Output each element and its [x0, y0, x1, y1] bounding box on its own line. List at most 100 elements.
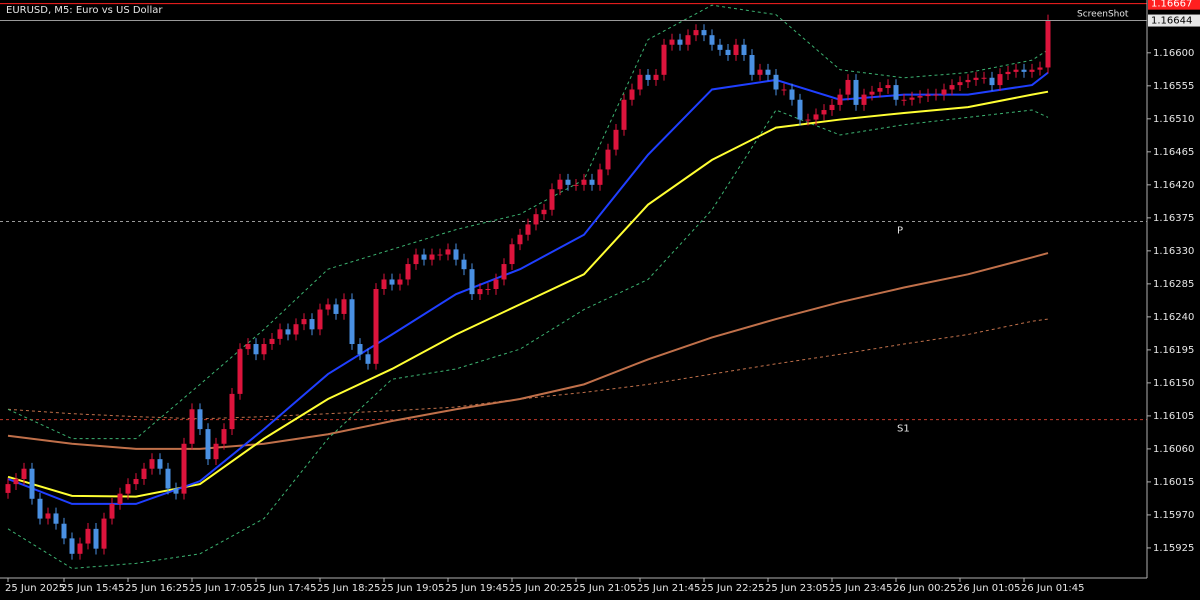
candle-body — [565, 179, 571, 185]
candle-body — [677, 39, 683, 45]
y-tick-label: 1.16375 — [1153, 213, 1194, 224]
candle-body — [205, 429, 211, 460]
candle-body — [725, 49, 731, 56]
candle-body — [517, 234, 523, 245]
candle-body — [309, 319, 315, 330]
candle-body — [813, 114, 819, 120]
candle-body — [197, 409, 203, 430]
candle-body — [925, 94, 931, 97]
candle-body — [501, 264, 507, 280]
candle-body — [77, 543, 83, 554]
y-tick-label: 1.15925 — [1153, 543, 1194, 554]
candle-body — [1013, 69, 1019, 72]
indicator-line — [7, 109, 1049, 569]
x-tick-label: 26 Jun 00:25 — [893, 583, 957, 594]
candle-body — [917, 96, 923, 98]
candle-body — [437, 254, 443, 256]
candle-body — [477, 289, 483, 295]
x-tick-label: 25 Jun 19:05 — [381, 583, 445, 594]
candle-body — [717, 44, 723, 50]
candle-body — [109, 503, 115, 519]
y-tick-label: 1.16465 — [1153, 147, 1194, 158]
x-tick-label: 26 Jun 01:45 — [1021, 583, 1085, 594]
candle-body — [597, 169, 603, 185]
x-tick-label: 25 Jun 18:25 — [317, 583, 381, 594]
candle-body — [653, 74, 659, 80]
candle-body — [1021, 69, 1027, 72]
candle-body — [29, 468, 35, 499]
candle-body — [253, 344, 259, 355]
candle-body — [389, 279, 395, 285]
candle-body — [757, 69, 763, 75]
x-tick-label: 25 Jun 16:25 — [125, 583, 189, 594]
candle-body — [405, 264, 411, 280]
candle-body — [165, 468, 171, 489]
candle-body — [141, 468, 147, 479]
candle-body — [829, 104, 835, 111]
candle-body — [277, 329, 283, 339]
candle-body — [1045, 20, 1051, 68]
candle-body — [333, 304, 339, 314]
candle-body — [181, 443, 187, 494]
candle-body — [765, 69, 771, 75]
candle-body — [733, 44, 739, 56]
candle-body — [981, 77, 987, 79]
candle-body — [1029, 69, 1035, 72]
candle-body — [469, 269, 475, 295]
candle-body — [85, 528, 91, 544]
candle-body — [245, 344, 251, 350]
candle-body — [93, 528, 99, 549]
candle-body — [213, 443, 219, 460]
y-tick-label: 1.16015 — [1153, 477, 1194, 488]
level-label: P — [897, 226, 903, 237]
candle-body — [573, 184, 579, 186]
candle-body — [149, 459, 155, 469]
y-tick-label: 1.16150 — [1153, 378, 1194, 389]
indicator-line — [7, 252, 1049, 450]
candle-body — [789, 89, 795, 100]
candle-body — [613, 129, 619, 150]
y-tick-label: 1.16330 — [1153, 246, 1194, 257]
candle-body — [661, 44, 667, 75]
x-tick-label: 25 Jun 23:45 — [829, 583, 893, 594]
candle-body — [629, 89, 635, 100]
candle-body — [845, 79, 851, 95]
candle-body — [1037, 67, 1043, 70]
candle-body — [645, 74, 651, 80]
chart-title: EURUSD, M5: Euro vs US Dollar — [6, 5, 163, 16]
plot-area: P S1 — [0, 3, 1147, 569]
x-tick-label: 25 Jun 21:45 — [637, 583, 701, 594]
candle-body — [509, 244, 515, 265]
candle-body — [701, 30, 707, 36]
candle-body — [381, 279, 387, 289]
candle-body — [885, 85, 891, 89]
candle-body — [1005, 71, 1011, 75]
candle-body — [13, 478, 19, 485]
y-tick-label: 1.16105 — [1153, 411, 1194, 422]
candle-body — [133, 478, 139, 485]
x-tick-label: 25 Jun 17:05 — [189, 583, 253, 594]
candle-body — [709, 35, 715, 45]
candle-body — [957, 82, 963, 86]
candle-body — [685, 35, 691, 45]
candle-body — [821, 110, 827, 115]
x-tick-label: 25 Jun 21:05 — [573, 583, 637, 594]
y-tick-label: 1.16240 — [1153, 312, 1194, 323]
candle-body — [621, 99, 627, 130]
candle-body — [869, 91, 875, 95]
candle-body — [317, 309, 323, 330]
candle-body — [933, 94, 939, 96]
candle-body — [525, 224, 531, 235]
y-tick-label: 1.16555 — [1153, 81, 1194, 92]
candle-body — [413, 254, 419, 265]
candle-body — [349, 299, 355, 345]
y-tick-label: 1.16420 — [1153, 180, 1194, 191]
candle-body — [741, 44, 747, 56]
candle-body — [301, 319, 307, 325]
candle-body — [37, 498, 43, 519]
candle-body — [189, 409, 195, 444]
candle-body — [61, 523, 67, 539]
candle-body — [837, 94, 843, 105]
candle-body — [341, 299, 347, 314]
candle-body — [397, 279, 403, 285]
